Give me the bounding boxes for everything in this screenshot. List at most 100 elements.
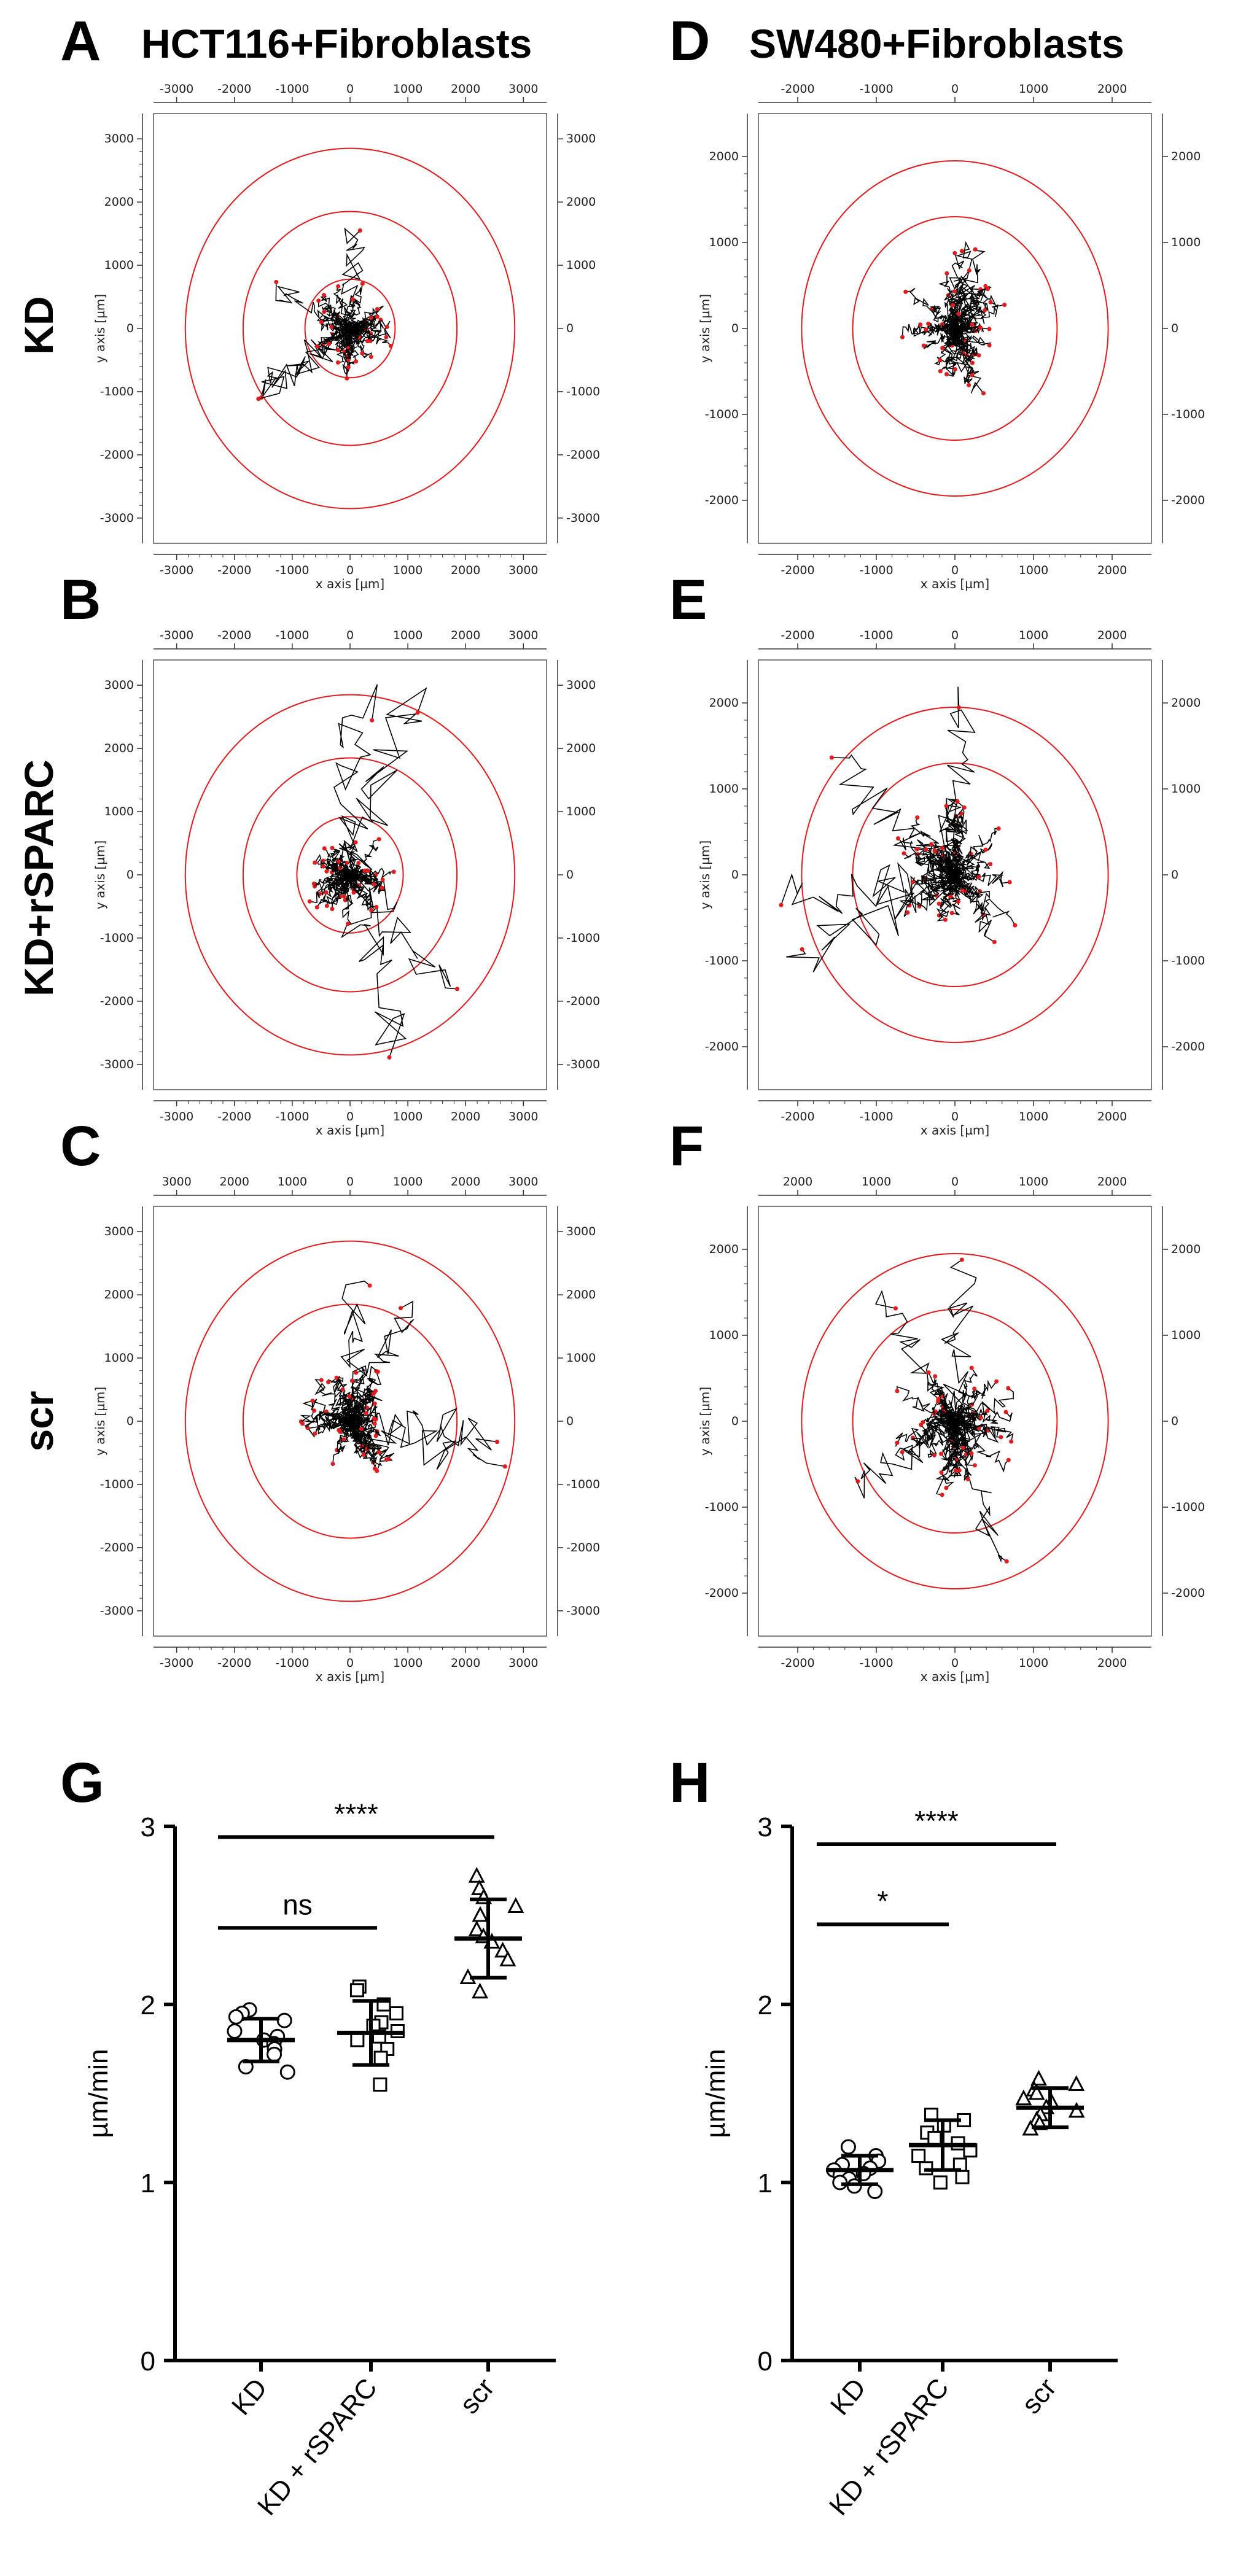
track-endpoint <box>926 1370 931 1375</box>
track-endpoint <box>329 325 334 330</box>
cell-track <box>319 321 351 333</box>
y-tick-label: -3000 <box>100 511 134 525</box>
y-tick-label-right: -2000 <box>1171 1040 1205 1053</box>
track-endpoint <box>960 888 965 893</box>
track-endpoint <box>905 910 910 915</box>
y-tick-label-right: 2000 <box>1171 150 1201 163</box>
track-endpoint <box>300 1421 305 1426</box>
y-tick-label-right: 0 <box>1171 1414 1178 1428</box>
x-tick-label-top: 1000 <box>393 82 422 96</box>
y-tick-label-right: -1000 <box>1171 408 1205 421</box>
data-point <box>840 2139 856 2155</box>
y-tick-label: 2000 <box>104 742 134 755</box>
track-endpoint <box>983 308 987 312</box>
track-endpoint <box>893 1306 898 1311</box>
track-endpoint <box>955 799 960 804</box>
track-endpoint <box>274 279 279 284</box>
track-endpoint <box>895 1440 900 1445</box>
track-endpoint <box>855 1479 860 1484</box>
x-tick-label-top: 3000 <box>508 1175 538 1189</box>
track-endpoint <box>779 902 784 907</box>
track-endpoint <box>307 899 312 904</box>
data-point <box>1015 2089 1032 2106</box>
cell-track <box>342 328 355 371</box>
y-tick-label-right: 1000 <box>1171 236 1201 249</box>
track-endpoint <box>324 869 329 874</box>
track-endpoint <box>914 847 919 852</box>
data-point <box>911 2149 926 2163</box>
y-tick-label: 1 <box>758 2168 773 2198</box>
track-endpoint <box>953 1468 958 1473</box>
data-point <box>389 2006 404 2020</box>
track-endpoint <box>256 397 261 402</box>
y-tick-label-right: -3000 <box>566 511 600 525</box>
track-endpoint <box>321 864 326 869</box>
track-endpoint <box>345 376 349 381</box>
y-tick-label: 0 <box>731 868 739 882</box>
cell-tracks <box>900 241 1007 396</box>
cell-track <box>348 283 364 329</box>
track-endpoint <box>967 382 971 387</box>
cell-track <box>954 327 975 363</box>
cell-track <box>831 754 956 884</box>
track-endpoint <box>986 287 991 292</box>
cell-track <box>954 285 992 329</box>
x-tick-label-top: 2000 <box>451 1175 480 1189</box>
cell-track <box>258 328 357 400</box>
track-endpoint <box>944 271 949 276</box>
track-endpoint <box>978 1415 983 1420</box>
track-endpoint <box>375 314 380 319</box>
x-tick-label-top: 1000 <box>393 1175 422 1189</box>
track-endpoint <box>454 987 459 991</box>
y-tick-label: 0 <box>731 322 739 335</box>
y-tick-label: 0 <box>127 322 134 335</box>
track-endpoint <box>985 1408 990 1413</box>
track-endpoint <box>346 921 351 926</box>
track-endpoint <box>367 1283 372 1288</box>
y-tick-label-right: 1000 <box>1171 1329 1201 1342</box>
track-endpoint <box>310 1399 315 1403</box>
panel-label-B: B <box>60 568 101 631</box>
track-endpoint <box>1006 1457 1011 1462</box>
cell-track <box>341 1406 505 1470</box>
data-point <box>1068 2101 1085 2118</box>
y-axis-label: µm/min <box>701 2049 731 2138</box>
track-endpoint <box>335 360 340 365</box>
y-tick-label: -2000 <box>705 1586 739 1600</box>
x-tick-label: -1000 <box>859 1110 893 1123</box>
cell-tracks <box>298 1281 507 1473</box>
data-point <box>279 2064 295 2080</box>
x-tick-label: scr <box>1016 2373 1062 2419</box>
y-tick-label: 2000 <box>104 1288 134 1302</box>
panel-label-C: C <box>60 1115 101 1177</box>
y-tick-label-right: -3000 <box>566 1058 600 1071</box>
cell-track <box>335 327 353 351</box>
y-tick-label: -2000 <box>705 494 739 507</box>
x-tick-label-top: -2000 <box>781 629 814 642</box>
cell-track <box>349 326 391 346</box>
cell-track <box>348 1412 367 1423</box>
track-endpoint <box>956 705 961 710</box>
track-endpoint <box>322 846 327 851</box>
track-endpoint <box>896 836 901 841</box>
y-tick-label: 1000 <box>709 236 739 249</box>
track-endpoint <box>970 360 975 365</box>
x-tick-label-top: 1000 <box>1019 1175 1048 1189</box>
track-endpoint <box>972 1386 977 1391</box>
y-tick-label-right: -2000 <box>566 1541 600 1554</box>
track-endpoint <box>932 1453 937 1457</box>
cell-track <box>349 871 379 886</box>
track-plot-A: -3000 -3000 -3000 -3000 -2000 -2000 -2000 -2000… <box>93 82 600 591</box>
y-tick-label-right: -2000 <box>566 448 600 462</box>
panel-label-E: E <box>669 568 707 631</box>
x-tick-label: 1000 <box>393 1656 422 1670</box>
cell-track <box>301 1414 351 1429</box>
y-tick-label-right: 2000 <box>566 195 596 209</box>
track-endpoint <box>960 350 965 355</box>
track-endpoint <box>315 344 320 349</box>
cell-track <box>345 1421 364 1459</box>
x-tick-label-top: 0 <box>346 629 354 642</box>
y-tick-label: 1 <box>141 2168 155 2198</box>
cell-track <box>928 1372 959 1422</box>
cell-track <box>336 1377 354 1423</box>
